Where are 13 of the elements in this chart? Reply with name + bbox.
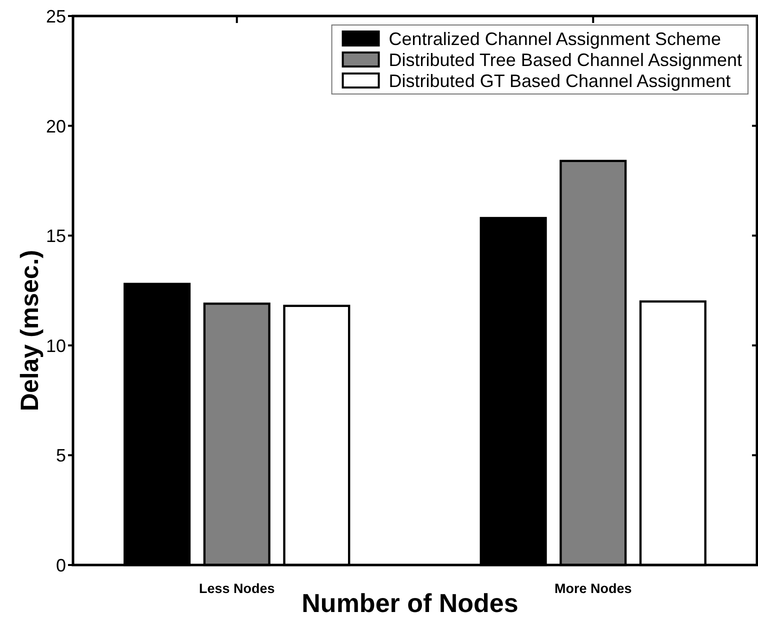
y-tick-label: 25 [46,6,66,26]
x-tick-label: Less Nodes [198,581,275,596]
y-tick-label: 10 [46,336,66,356]
x-tick-label: More Nodes [554,581,632,596]
legend-label: Distributed GT Based Channel Assignment [388,70,731,91]
x-axis-title: Number of Nodes [302,588,518,618]
legend-label: Distributed Tree Based Channel Assignment [388,50,742,70]
y-tick-label: 5 [56,446,66,466]
y-tick-label: 15 [46,226,66,246]
y-tick-label: 0 [56,555,66,576]
y-axis-title: Delay (msec.) [16,250,44,412]
y-tick-label: 20 [46,116,66,136]
legend-label: Centralized Channel Assignment Scheme [388,28,721,49]
